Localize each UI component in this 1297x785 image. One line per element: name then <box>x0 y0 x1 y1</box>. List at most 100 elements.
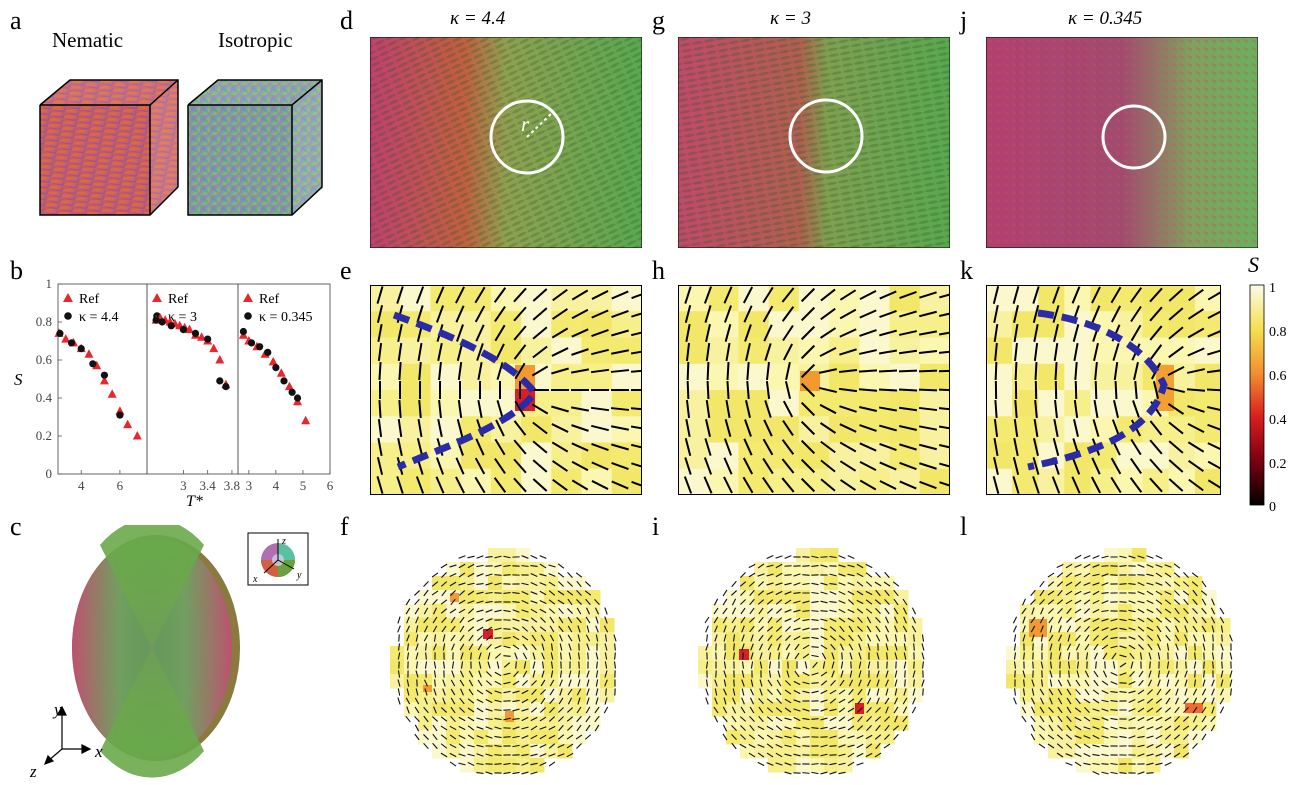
disk-director-line <box>432 742 438 750</box>
disk-director-line <box>494 645 502 649</box>
disk-director-line <box>732 634 736 642</box>
disk-cell <box>474 758 489 773</box>
field-cell <box>738 311 770 338</box>
field-cell <box>1142 285 1170 312</box>
disk-cell <box>796 688 811 703</box>
disk-director-line <box>857 688 863 696</box>
disk-director-line <box>1138 644 1144 650</box>
field-cell <box>678 468 709 495</box>
disk-director-line <box>1164 591 1172 595</box>
disk-director-line <box>794 652 800 660</box>
disk-director-line <box>1074 590 1082 596</box>
disk-director-line <box>1101 644 1109 650</box>
disk-director-line <box>723 679 727 687</box>
disk-director-line <box>614 652 616 660</box>
disk-cell <box>474 702 489 717</box>
director-line <box>476 343 484 361</box>
data-point-sim <box>116 411 124 419</box>
disk-director-line <box>476 726 484 730</box>
disk-director-line <box>1040 679 1044 687</box>
director-line <box>1090 476 1102 494</box>
disk-director-line <box>893 607 899 615</box>
disk-director-line <box>1058 652 1062 660</box>
director-line <box>571 348 589 356</box>
disk-director-line <box>576 607 582 615</box>
field-cell <box>986 337 1013 365</box>
field-cell <box>1168 416 1196 443</box>
director-line <box>686 380 690 400</box>
field-cell <box>460 311 492 338</box>
director-line <box>1034 399 1038 419</box>
director-line <box>899 310 917 318</box>
disk-director-line <box>1057 715 1063 723</box>
disk-director-line <box>1183 607 1189 615</box>
disk-cell <box>572 590 587 605</box>
disk-cell <box>1034 604 1049 619</box>
disk-director-line <box>758 706 764 714</box>
kappa-header-3: κ = 0.345 <box>1068 8 1143 29</box>
disk-director-line <box>512 609 520 613</box>
nematic-cube-top <box>40 80 178 105</box>
field-cell <box>460 442 492 470</box>
disk-director-line <box>449 752 457 758</box>
disk-cell <box>432 604 447 619</box>
disk-director-line <box>784 735 792 739</box>
disk-director-line <box>1184 625 1188 633</box>
disk-director-line <box>494 717 502 721</box>
disk-director-line <box>858 652 862 660</box>
director-line <box>725 342 731 362</box>
disk-cell <box>544 660 559 675</box>
director-line <box>1014 361 1018 381</box>
director-line <box>1130 324 1142 342</box>
disk-director-line <box>741 625 745 633</box>
director-line <box>762 286 774 304</box>
disk-director-line <box>892 581 900 587</box>
disk-director-line <box>885 670 889 678</box>
disk-director-line <box>829 635 837 641</box>
field-cell <box>889 468 921 495</box>
disk-director-line <box>1173 617 1181 623</box>
director-line <box>591 424 609 432</box>
disk-director-line <box>885 634 889 642</box>
field-cell <box>551 390 583 417</box>
field-cell <box>768 363 800 391</box>
director-line <box>591 443 609 451</box>
director-line <box>685 342 691 362</box>
panel-letter-l: l <box>960 512 968 541</box>
disk-director-line <box>1110 726 1118 730</box>
field-cell <box>1038 363 1065 391</box>
disk-director-line <box>777 643 781 651</box>
director-line <box>494 457 506 475</box>
disk-director-line <box>595 652 599 660</box>
disk-director-line <box>875 707 881 713</box>
disk-cell <box>1216 688 1231 703</box>
disk-director-line <box>766 707 774 713</box>
disk-director-line <box>567 688 573 696</box>
disk-director-line <box>414 598 420 606</box>
disk-director-line <box>1057 634 1063 642</box>
director-line <box>571 479 589 491</box>
disk-director-line <box>1066 617 1072 623</box>
disk-cell <box>754 716 769 731</box>
disk-director-line <box>485 708 493 712</box>
disk-director-line <box>1119 691 1127 693</box>
disk-director-line <box>442 661 446 669</box>
disk-director-line <box>723 697 727 705</box>
disk-director-line <box>586 670 590 678</box>
disk-director-line <box>557 744 565 748</box>
disk-director-line <box>784 717 792 721</box>
disk-director-line <box>1084 634 1090 642</box>
disk-director-line <box>811 610 819 612</box>
disk-director-line <box>521 753 529 757</box>
field-cell <box>490 311 522 338</box>
key-label-y: y <box>296 570 302 581</box>
director-line <box>610 369 630 373</box>
nematic-cube-front <box>40 105 150 215</box>
disk-cell <box>880 576 895 591</box>
disk-director-line <box>838 744 846 748</box>
disk-director-line <box>884 697 890 705</box>
x-tick-label: 5 <box>300 478 307 493</box>
director-line <box>610 349 630 355</box>
disk-director-line <box>865 590 873 596</box>
disk-director-line <box>847 698 855 704</box>
